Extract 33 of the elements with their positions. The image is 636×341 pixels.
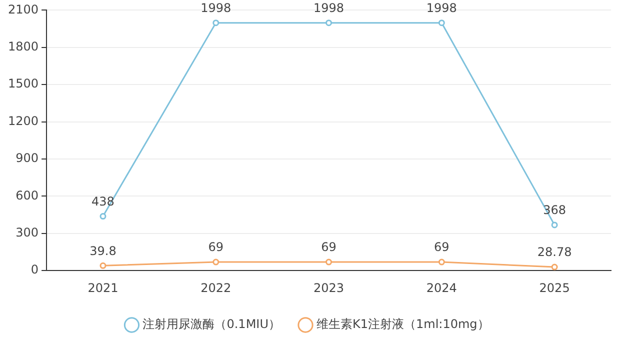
data-label: 1998 (313, 0, 344, 15)
legend-label: 注射用尿激酶（0.1MIU） (142, 317, 280, 332)
x-tick-label: 2022 (200, 280, 232, 295)
x-tick-label: 2021 (88, 280, 118, 295)
point (326, 20, 332, 26)
point (551, 222, 558, 228)
data-label: 28.78 (537, 245, 572, 260)
data-label: 1998 (426, 0, 457, 15)
point (438, 20, 445, 26)
legend-label: 维生素K1注射液（1ml:10mg） (316, 317, 490, 332)
point (212, 258, 220, 266)
data-label: 69 (321, 240, 336, 254)
y-tick-label: 2100 (8, 2, 39, 16)
data-label: 69 (434, 240, 450, 254)
x-tick-label: 2023 (313, 280, 344, 295)
y-tick-label: 1200 (8, 114, 39, 128)
y-tick-label: 900 (16, 151, 39, 166)
x-tick-label: 2025 (539, 280, 570, 295)
data-label: 1998 (200, 0, 232, 15)
x-tick-label: 2024 (426, 280, 457, 295)
y-tick-label: 600 (16, 188, 39, 202)
point (326, 258, 332, 266)
point (551, 264, 558, 270)
y-tick-label: 1800 (8, 40, 39, 54)
point (438, 258, 445, 266)
data-label: 69 (208, 240, 224, 254)
point (212, 20, 220, 26)
y-tick-label: 1500 (8, 76, 39, 91)
point (100, 213, 106, 220)
y-tick-label: 0 (30, 262, 39, 277)
point (100, 262, 106, 269)
y-tick-label: 300 (16, 226, 39, 240)
data-label: 39.8 (90, 244, 116, 258)
